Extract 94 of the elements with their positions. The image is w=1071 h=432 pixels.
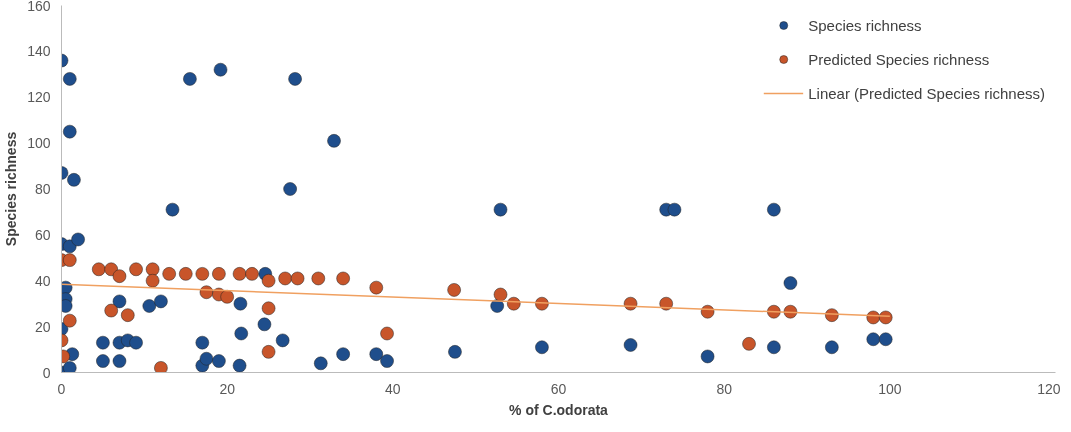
y-tick-label: 0	[42, 364, 51, 381]
point	[129, 262, 143, 277]
point	[288, 72, 302, 86]
point	[121, 308, 135, 322]
point	[165, 202, 180, 217]
point	[311, 271, 326, 286]
x-tick-label: 0	[57, 380, 66, 397]
point	[220, 290, 234, 304]
point	[380, 354, 394, 368]
point	[667, 202, 682, 217]
y-tick-label: 140	[27, 43, 51, 60]
point	[183, 72, 197, 86]
point	[369, 347, 384, 361]
point	[275, 333, 290, 348]
point	[195, 335, 210, 350]
point	[71, 232, 85, 247]
point	[142, 299, 157, 313]
point	[179, 267, 193, 281]
x-tick-label: 120	[1037, 380, 1061, 397]
point	[145, 274, 160, 288]
point	[257, 317, 272, 332]
point	[783, 276, 798, 290]
point	[336, 271, 350, 286]
y-tick-label: 20	[34, 318, 51, 335]
point	[278, 271, 292, 286]
point	[825, 340, 839, 355]
x-axis-title: % of C.odorata	[509, 401, 609, 418]
point	[290, 271, 305, 286]
y-tick-label: 160	[27, 0, 51, 14]
point	[314, 356, 328, 371]
point	[493, 287, 508, 302]
point	[195, 267, 210, 281]
point	[63, 313, 77, 328]
point	[63, 253, 77, 267]
y-tick-label: 100	[27, 135, 51, 152]
point	[63, 72, 77, 86]
point	[283, 182, 297, 196]
point	[447, 283, 461, 297]
y-tick-label: 40	[34, 272, 51, 289]
point	[212, 354, 226, 368]
point	[61, 299, 73, 313]
point	[145, 262, 160, 277]
point	[535, 340, 549, 355]
point	[129, 335, 143, 350]
point	[112, 354, 127, 368]
point	[369, 280, 384, 295]
point	[212, 267, 226, 281]
point	[245, 267, 259, 281]
point	[154, 361, 168, 373]
x-tick-label: 20	[219, 380, 236, 397]
y-axis-title: Species richness	[3, 131, 20, 247]
point	[261, 345, 276, 359]
point	[232, 358, 247, 373]
point	[742, 337, 756, 351]
point	[199, 352, 214, 366]
point	[493, 202, 508, 217]
point	[67, 173, 81, 187]
point	[623, 338, 638, 352]
legend-label: Predicted Species richness	[808, 50, 990, 68]
point	[112, 294, 127, 309]
point	[233, 296, 248, 311]
y-tick-label: 80	[34, 181, 51, 197]
x-tick-label: 80	[716, 380, 733, 397]
point	[232, 267, 247, 281]
point	[380, 326, 394, 341]
x-tick-label: 100	[878, 380, 902, 397]
point	[63, 124, 77, 139]
legend-label: Species richness	[808, 16, 922, 34]
point	[92, 262, 106, 277]
point	[96, 354, 110, 368]
y-tick-label: 60	[34, 226, 51, 243]
point	[261, 301, 276, 316]
x-tick-label: 40	[385, 380, 401, 397]
point	[162, 267, 176, 281]
point	[448, 345, 462, 359]
point	[327, 134, 341, 148]
point	[336, 347, 350, 361]
point	[700, 349, 715, 364]
point	[63, 361, 77, 373]
legend-label: Linear (Predicted Species richness)	[808, 84, 1045, 102]
point	[213, 62, 228, 77]
point	[154, 294, 168, 309]
point	[96, 335, 110, 350]
point	[767, 340, 781, 355]
point	[866, 332, 881, 346]
point	[112, 269, 127, 283]
point	[234, 326, 248, 341]
point	[104, 303, 118, 318]
point	[767, 202, 781, 217]
x-tick-label: 60	[550, 380, 567, 397]
point	[659, 296, 673, 311]
point	[878, 332, 893, 346]
y-tick-label: 120	[27, 89, 51, 106]
point	[261, 274, 276, 288]
